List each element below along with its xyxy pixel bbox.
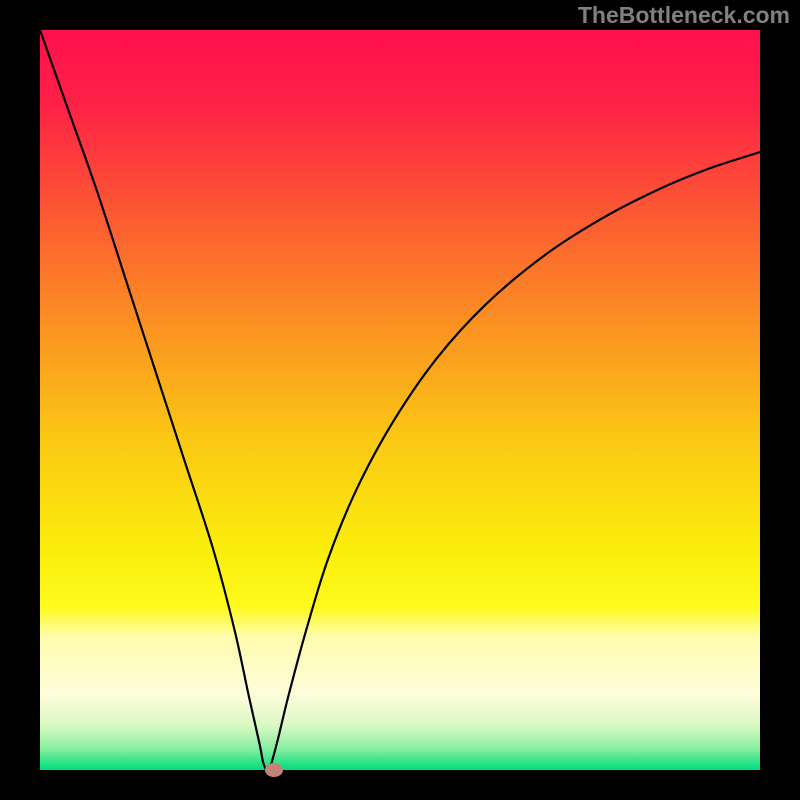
plot-area [40,30,760,770]
chart-canvas [0,0,800,800]
watermark-text: TheBottleneck.com [578,2,790,29]
minimum-marker [265,763,283,777]
